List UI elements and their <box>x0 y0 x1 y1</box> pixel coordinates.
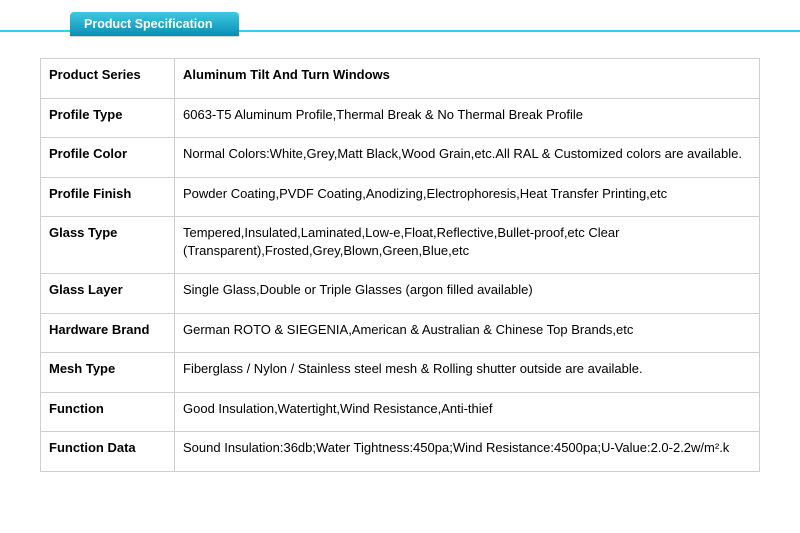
table-row: Hardware Brand German ROTO & SIEGENIA,Am… <box>41 313 760 353</box>
header-tab: Product Specification <box>70 12 239 36</box>
spec-value: 6063-T5 Aluminum Profile,Thermal Break &… <box>175 98 760 138</box>
spec-value: Single Glass,Double or Triple Glasses (a… <box>175 274 760 314</box>
spec-value: German ROTO & SIEGENIA,American & Austra… <box>175 313 760 353</box>
table-row: Glass Type Tempered,Insulated,Laminated,… <box>41 217 760 274</box>
spec-label: Profile Finish <box>41 177 175 217</box>
table-row: Profile Finish Powder Coating,PVDF Coati… <box>41 177 760 217</box>
spec-value: Normal Colors:White,Grey,Matt Black,Wood… <box>175 138 760 178</box>
header-title: Product Specification <box>84 17 213 31</box>
spec-table: Product Series Aluminum Tilt And Turn Wi… <box>40 58 760 472</box>
spec-value: Aluminum Tilt And Turn Windows <box>175 59 760 99</box>
spec-label: Function Data <box>41 432 175 472</box>
spec-label: Mesh Type <box>41 353 175 393</box>
spec-value: Tempered,Insulated,Laminated,Low-e,Float… <box>175 217 760 274</box>
spec-label: Profile Type <box>41 98 175 138</box>
table-row: Function Good Insulation,Watertight,Wind… <box>41 392 760 432</box>
table-row: Profile Type 6063-T5 Aluminum Profile,Th… <box>41 98 760 138</box>
table-row: Glass Layer Single Glass,Double or Tripl… <box>41 274 760 314</box>
table-row: Mesh Type Fiberglass / Nylon / Stainless… <box>41 353 760 393</box>
spec-label: Hardware Brand <box>41 313 175 353</box>
table-row: Profile Color Normal Colors:White,Grey,M… <box>41 138 760 178</box>
table-row: Product Series Aluminum Tilt And Turn Wi… <box>41 59 760 99</box>
spec-label: Glass Layer <box>41 274 175 314</box>
spec-label: Profile Color <box>41 138 175 178</box>
spec-table-body: Product Series Aluminum Tilt And Turn Wi… <box>41 59 760 472</box>
header-bar: Product Specification <box>0 0 800 40</box>
spec-value: Fiberglass / Nylon / Stainless steel mes… <box>175 353 760 393</box>
table-row: Function Data Sound Insulation:36db;Wate… <box>41 432 760 472</box>
spec-label: Function <box>41 392 175 432</box>
spec-value: Sound Insulation:36db;Water Tightness:45… <box>175 432 760 472</box>
spec-label: Glass Type <box>41 217 175 274</box>
spec-value: Good Insulation,Watertight,Wind Resistan… <box>175 392 760 432</box>
spec-value: Powder Coating,PVDF Coating,Anodizing,El… <box>175 177 760 217</box>
spec-label: Product Series <box>41 59 175 99</box>
